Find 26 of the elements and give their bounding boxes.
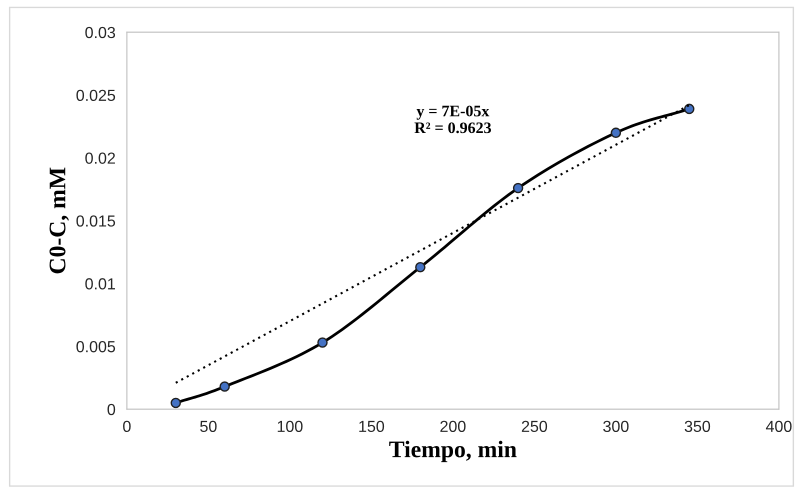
y-tick-label: 0.03: [85, 26, 116, 38]
point: [317, 337, 328, 348]
point: [170, 398, 181, 408]
y-axis-title: C0-C, mM: [50, 168, 69, 274]
y-tick-label: 0.02: [85, 152, 115, 164]
x-tick-label: 150: [359, 420, 384, 432]
point: [684, 104, 694, 114]
x-tick-label: 50: [200, 420, 217, 432]
annotation: y = 7E-05x R² = 0.9623: [414, 106, 492, 134]
x-tick-label: 100: [278, 420, 303, 432]
y-tick-label: 0.015: [76, 215, 116, 227]
y-tick-label: 0: [108, 404, 116, 416]
point: [415, 262, 426, 272]
point: [512, 182, 524, 194]
x-tick-label: 200: [440, 420, 466, 432]
x-tick-label: 0: [123, 420, 131, 432]
x-tick-label: 300: [603, 420, 629, 432]
y-tick-label: 0.01: [85, 278, 115, 290]
x-tick-label: 400: [766, 420, 792, 432]
point: [610, 128, 622, 138]
x-tick-label: 250: [522, 420, 548, 432]
point: [219, 381, 230, 392]
y-tick-label: 0.025: [76, 90, 116, 102]
y-tick-label: 0.005: [76, 341, 116, 352]
x-tick-label: 350: [684, 420, 710, 432]
x-axis-title: Tiempo, min: [389, 440, 517, 462]
